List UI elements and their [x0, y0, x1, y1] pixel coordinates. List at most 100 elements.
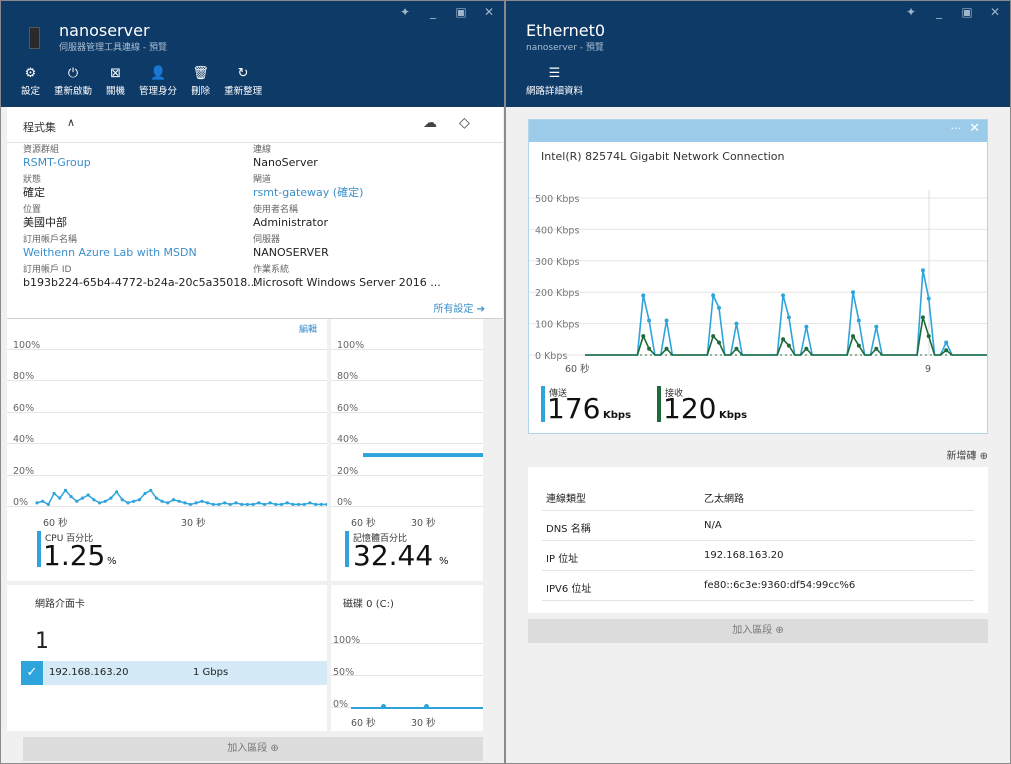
series-point [804, 324, 809, 329]
cpu-point [211, 502, 215, 507]
gear-button[interactable]: ⚙ 設定 [21, 65, 40, 97]
disk-title: 磁碟 0 (C:) [343, 599, 394, 610]
series-point [926, 296, 931, 301]
essentials-item: 伺服器 NANOSERVER [253, 235, 493, 265]
gridline [331, 411, 483, 413]
cpu-point [291, 502, 295, 507]
essentials-value[interactable]: rsmt-gateway (確定) [253, 186, 364, 199]
cpu-point [92, 498, 96, 502]
add-section-button[interactable]: 加入區段 ⊕ [528, 619, 988, 643]
series-point [717, 340, 721, 345]
essentials-key: 狀態 [23, 175, 42, 185]
y-axis-label: 300 Kbps [535, 257, 579, 268]
user-admin-button[interactable]: 👤 管理身分 [139, 65, 177, 97]
essentials-key: 訂用帳戶名稱 [23, 235, 78, 245]
essentials-column-right: 連線 NanoServer 閘道 rsmt-gateway (確定) 使用者名稱 Admi… [253, 145, 493, 295]
gridline [331, 443, 483, 445]
edit-link[interactable]: 編輯 [298, 325, 317, 335]
power-icon: ⏻ [67, 66, 79, 81]
memory-chart [363, 453, 483, 458]
close-icon[interactable]: ✕ [483, 5, 495, 19]
y-axis-label: 0% [337, 497, 353, 508]
essentials-key: 訂用帳戶 ID [23, 265, 72, 275]
memory-x-label-60: 60 秒 [351, 518, 376, 529]
gridline [7, 506, 327, 507]
cpu-point [245, 502, 249, 507]
series-point [711, 293, 716, 298]
checkmark-icon[interactable]: ✓ [21, 661, 43, 685]
cpu-point [200, 499, 204, 503]
power-button[interactable]: ⏻ 重新啟動 [54, 65, 92, 97]
disk-gridline [331, 675, 483, 676]
close-icon[interactable]: ✕ [989, 5, 1001, 19]
cpu-point [240, 502, 244, 507]
series-point [851, 334, 855, 339]
network-adapter-title: 網路介面卡 [35, 599, 85, 610]
essentials-value: Administrator [253, 216, 328, 229]
user-admin-icon: 👤 [149, 66, 167, 81]
cpu-chart [35, 488, 327, 507]
pin-icon[interactable]: ✦ [399, 5, 411, 19]
shutdown-button[interactable]: ⊠ 關機 [106, 65, 125, 97]
cpu-tile[interactable]: 編輯 100% 80% 60% 40% 20% 0% 60 秒 30 秒 CPU 百分比 … [7, 319, 327, 581]
essentials-value[interactable]: Weithenn Azure Lab with MSDN [23, 246, 197, 259]
refresh-button[interactable]: ↻ 重新整理 [224, 65, 262, 97]
maximize-icon[interactable]: ▣ [961, 5, 973, 19]
close-tile-icon[interactable]: ✕ [969, 121, 980, 136]
series-line-接收 [585, 317, 987, 356]
memory-tile[interactable]: 100% 80% 60% 40% 20% 0% 60 秒 30 秒 記憶體百分比 32.4… [331, 319, 483, 581]
network-adapter-row[interactable]: ✓ 192.168.163.20 1 Gbps [21, 661, 327, 685]
cpu-point [132, 499, 136, 503]
metric-bar [541, 386, 545, 422]
cpu-point [75, 499, 79, 503]
y-axis-label: 100 Kbps [535, 320, 579, 331]
maximize-icon[interactable]: ▣ [455, 5, 467, 19]
essentials-value[interactable]: RSMT-Group [23, 156, 91, 169]
disk-tile[interactable]: 磁碟 0 (C:) 100% 50% 0% 60 秒 30 秒 [331, 585, 483, 731]
essentials-item: 資源群組 RSMT-Group [23, 145, 253, 175]
essentials-value: 美國中部 [23, 216, 67, 229]
property-value: 192.168.163.20 [704, 550, 784, 561]
network-adapter-tile[interactable]: 網路介面卡 1 ✓ 192.168.163.20 1 Gbps [7, 585, 327, 731]
minimize-icon[interactable]: _ [430, 5, 436, 19]
metric-bar [657, 386, 661, 422]
property-value: 乙太網路 [704, 494, 744, 505]
more-icon[interactable]: ··· [950, 122, 962, 135]
cpu-point [86, 493, 90, 497]
cloud-edit-icon[interactable]: ☁ [423, 115, 437, 131]
tag-icon[interactable]: ◇ [459, 115, 470, 131]
add-section-button[interactable]: 加入區段 ⊕ [23, 737, 483, 761]
add-tile-button[interactable]: 新增磚 ⊕ [946, 451, 988, 462]
toolbar: ⚙ 設定 ⏻ 重新啟動 ⊠ 關機 👤 管理身分 🗑 刪除 ↻ 重新整理 [21, 65, 276, 97]
metric-label: 接收 [665, 389, 684, 399]
metric-unit: Kbps [719, 410, 748, 421]
cpu-point [251, 502, 255, 507]
property-key: IPV6 位址 [546, 584, 592, 595]
adapter-ip: 192.168.163.20 [49, 667, 129, 678]
pin-icon[interactable]: ✦ [905, 5, 917, 19]
cpu-point [217, 502, 221, 507]
blade-title: nanoserver [59, 21, 150, 40]
network-details-button[interactable]: ☰ 網路詳細資料 [526, 66, 584, 97]
all-settings-link[interactable]: 所有設定 ➔ [433, 304, 485, 315]
essentials-item: 訂用帳戶名稱 Weithenn Azure Lab with MSDN [23, 235, 253, 265]
series-point [711, 334, 716, 339]
chevron-up-icon[interactable]: ∧ [67, 116, 76, 129]
trash-button[interactable]: 🗑 刪除 [191, 65, 210, 97]
minimize-icon[interactable]: _ [936, 5, 942, 19]
series-point [641, 334, 646, 339]
metric-value: 120 [663, 392, 717, 425]
property-key: DNS 名稱 [546, 524, 591, 535]
essentials-header[interactable]: 程式集 ∧ ☁ ◇ [7, 107, 503, 143]
trash-icon: 🗑 [192, 66, 209, 81]
y-axis-label: 80% [337, 371, 359, 383]
y-axis-label: 20% [337, 465, 359, 477]
chart-title: Intel(R) 82574L Gigabit Network Connecti… [541, 150, 785, 163]
essentials-item: 使用者名稱 Administrator [253, 205, 493, 235]
network-chart-tile[interactable]: ··· ✕ Intel(R) 82574L Gigabit Network Co… [528, 119, 988, 434]
series-point [926, 334, 931, 339]
network-chart: 500 Kbps 400 Kbps 300 Kbps 200 Kbps 100 Kbps… [529, 190, 987, 375]
series-point [734, 321, 739, 326]
metric-label: 傳送 [549, 389, 568, 399]
essentials-item: 狀態 確定 [23, 175, 253, 205]
